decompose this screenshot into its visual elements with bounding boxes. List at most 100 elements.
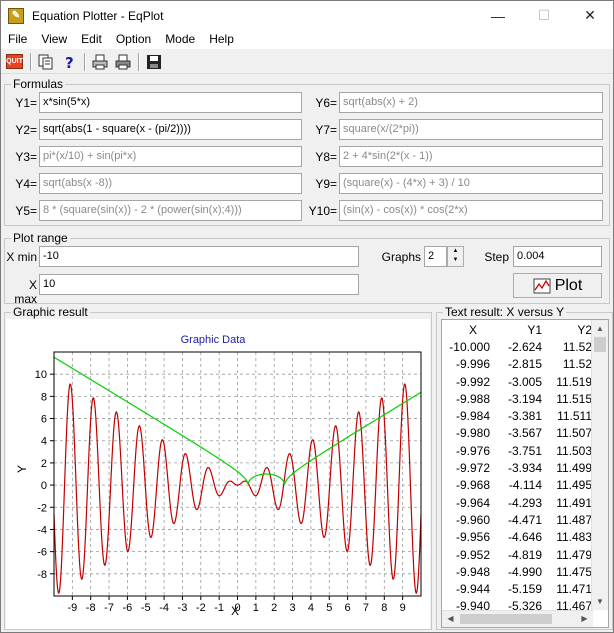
y-tick-label: -2 <box>37 502 47 514</box>
formula-field-y2[interactable]: sqrt(abs(1 - square(x - (pi/2)))) <box>39 119 302 140</box>
step-field[interactable]: 0.004 <box>513 246 602 267</box>
table-cell: -5.326 <box>507 599 542 614</box>
y-tick-label: 6 <box>41 414 47 426</box>
x-axis-label: X <box>231 604 239 618</box>
formula-label: Y3= <box>15 150 37 164</box>
table-cell: 11.503 <box>556 443 592 458</box>
spin-down-icon[interactable]: ▼ <box>452 257 459 263</box>
graphs-spinner[interactable]: ▲ ▼ <box>447 246 464 267</box>
table-cell: -10.000 <box>449 340 490 354</box>
x-tick-label: -1 <box>214 602 224 614</box>
scroll-up-icon[interactable]: ▲ <box>596 324 604 333</box>
window-title: Equation Plotter - EqPlot <box>32 8 164 23</box>
table-row: -9.984 -3.381 11.511 <box>442 408 594 425</box>
series-line-1 <box>53 383 422 595</box>
print-setup-button[interactable] <box>112 52 133 72</box>
save-button[interactable] <box>143 52 164 72</box>
table-cell: -4.114 <box>508 478 542 493</box>
graphs-label: Graphs <box>381 250 421 264</box>
print-icon <box>92 54 107 69</box>
table-cell: -3.194 <box>507 391 542 406</box>
menu-help[interactable]: Help <box>209 32 234 46</box>
table-cell: 11.507 <box>556 426 592 441</box>
table-cell: -9.960 <box>455 512 490 527</box>
menu-mode[interactable]: Mode <box>165 32 196 46</box>
text-result-legend: Text result: X versus Y <box>443 305 567 319</box>
result-table[interactable]: X Y1 Y2 -10.000 -2.624 11.52 -9.996 -2.815 11… <box>441 319 609 628</box>
table-cell: -4.646 <box>507 530 542 545</box>
horizontal-scrollbar[interactable]: ◀ ▶ <box>442 610 593 627</box>
y-tick-label: -6 <box>37 547 47 559</box>
plot-button-label: Plot <box>554 276 583 294</box>
column-header-y2: Y2 <box>577 323 592 337</box>
text-result-group: Text result: X versus Y <box>436 305 613 630</box>
copy-button[interactable] <box>35 52 56 72</box>
xmin-label: X min <box>6 250 37 264</box>
copy-icon <box>38 54 52 69</box>
chart-area[interactable]: Graphic Data -9 -8 -7 -6 -5 -4 -3 -2 -1 0 1 2 3 4 5 6 7 8… <box>6 319 430 629</box>
x-tick-label: -6 <box>123 602 133 614</box>
formulas-group: Formulas <box>4 77 610 226</box>
formula-field-y7[interactable]: square(x/(2*pi)) <box>339 119 603 140</box>
minimize-button[interactable]: — <box>491 7 505 24</box>
table-cell: -4.293 <box>507 495 542 510</box>
scroll-thumb[interactable] <box>594 337 606 352</box>
table-row: -9.988 -3.194 11.515 <box>442 391 594 408</box>
table-cell: -5.159 <box>507 582 542 597</box>
x-tick-label: -3 <box>178 602 188 614</box>
maximize-button[interactable]: ☐ <box>537 7 551 23</box>
table-cell: 11.511 <box>557 409 592 424</box>
formula-field-y8[interactable]: 2 + 4*sin(2*(x - 1)) <box>339 146 603 167</box>
scroll-down-icon[interactable]: ▼ <box>596 597 604 606</box>
formula-field-y3[interactable]: pi*(x/10) + sin(pi*x) <box>39 146 302 167</box>
table-row: -9.964 -4.293 11.491 <box>442 495 594 512</box>
table-row: -9.996 -2.815 11.52 <box>442 356 594 373</box>
table-row: -9.980 -3.567 11.507 <box>442 425 594 442</box>
quit-button[interactable]: QUIT <box>4 52 25 72</box>
vertical-scrollbar[interactable]: ▲ ▼ <box>591 320 608 610</box>
menu-option[interactable]: Option <box>115 32 152 46</box>
scroll-thumb-h[interactable] <box>460 614 552 624</box>
formula-label: Y1= <box>15 96 37 110</box>
help-button[interactable]: ? <box>58 52 79 72</box>
print-setup-icon <box>115 54 130 69</box>
step-label: Step <box>484 250 509 264</box>
print-button[interactable] <box>89 52 110 72</box>
menu-file[interactable]: File <box>8 32 28 46</box>
formula-field-y1[interactable]: x*sin(5*x) <box>39 92 302 113</box>
formula-label: Y7= <box>315 123 337 137</box>
menu-edit[interactable]: Edit <box>81 32 102 46</box>
formula-label: Y6= <box>315 96 337 110</box>
y-tick-label: 0 <box>41 480 47 492</box>
xmax-field[interactable]: 10 <box>39 274 359 295</box>
table-cell: 11.519 <box>556 374 592 389</box>
plot-button[interactable]: Plot <box>513 273 602 298</box>
menu-view[interactable]: View <box>41 32 68 46</box>
formula-field-y6[interactable]: sqrt(abs(x) + 2) <box>339 92 603 113</box>
spin-up-icon[interactable]: ▲ <box>452 248 459 254</box>
app-icon: ✎ <box>8 7 24 24</box>
chart-grid <box>54 352 421 596</box>
formula-field-y4[interactable]: sqrt(abs(x -8)) <box>39 173 302 194</box>
close-button[interactable]: ✕ <box>584 7 596 23</box>
x-tick-label: 8 <box>381 602 387 614</box>
formula-field-y10[interactable]: (sin(x) - cos(x)) * cos(2*x) <box>339 200 603 221</box>
graphs-field[interactable]: 2 <box>424 246 447 267</box>
table-cell: 11.52 <box>562 357 592 372</box>
y-tick-label: -8 <box>37 569 47 581</box>
x-tick-label: -2 <box>196 602 206 614</box>
table-cell: 11.499 <box>556 461 592 476</box>
plot-range-group: Plot range <box>4 231 610 304</box>
table-cell: -9.956 <box>455 530 490 545</box>
formula-field-y5[interactable]: 8 * (square(sin(x)) - 2 * (power(sin(x);… <box>39 200 302 221</box>
table-header: X Y1 Y2 <box>442 323 594 337</box>
formula-field-y9[interactable]: (square(x) - (4*x) + 3) / 10 <box>339 173 603 194</box>
table-cell: 11.515 <box>556 391 592 406</box>
xmin-field[interactable]: -10 <box>39 246 359 267</box>
x-tick-label: 4 <box>308 602 314 614</box>
table-cell: 11.52 <box>562 340 592 354</box>
formula-label: Y4= <box>15 177 37 191</box>
table-body: -10.000 -2.624 11.52 -9.996 -2.815 11.52 -9.99… <box>442 339 594 616</box>
scroll-left-icon[interactable]: ◀ <box>447 614 454 623</box>
scroll-right-icon[interactable]: ▶ <box>581 614 588 623</box>
